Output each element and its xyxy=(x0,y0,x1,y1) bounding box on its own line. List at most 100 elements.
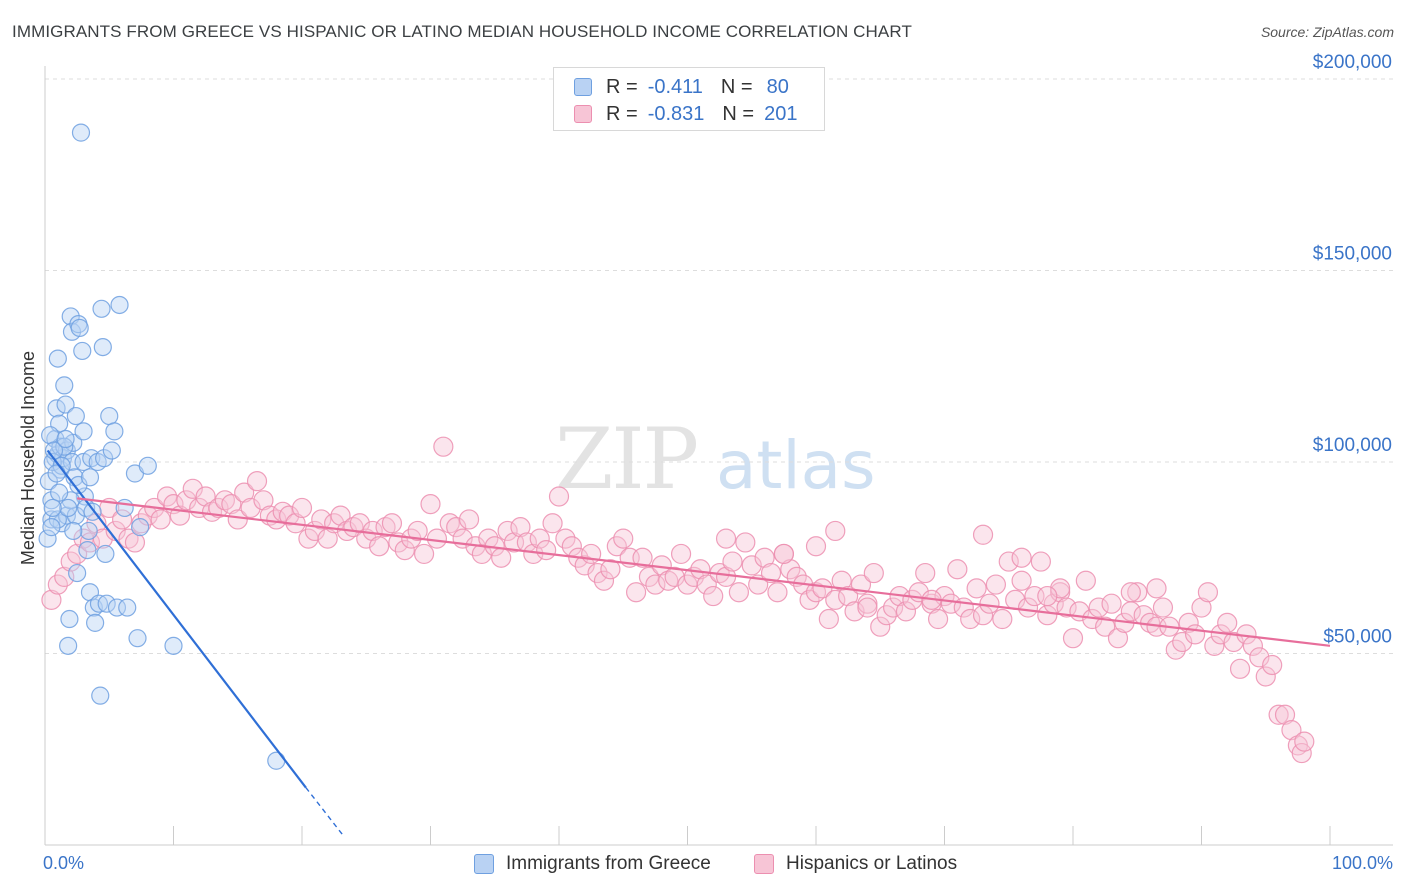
greece-point xyxy=(138,456,157,475)
hispanic-point xyxy=(407,520,428,542)
hispanic-point xyxy=(1197,582,1219,603)
series-hispanics-points xyxy=(41,436,1315,764)
greece-point xyxy=(56,395,75,414)
bottom-legend-swatch-hispanics xyxy=(754,854,774,874)
hispanic-point xyxy=(574,555,595,576)
hispanic-point xyxy=(433,436,454,457)
hispanic-point xyxy=(895,601,917,622)
legend-swatch-hispanics xyxy=(574,105,592,123)
hispanic-point xyxy=(182,478,203,499)
greece-point xyxy=(86,613,105,632)
x-tick-label: 0.0% xyxy=(43,853,84,873)
greece-point xyxy=(105,422,124,441)
hispanic-point xyxy=(1050,578,1071,599)
hispanic-point xyxy=(234,482,255,503)
hispanic-point xyxy=(760,562,782,584)
hispanic-point xyxy=(1152,597,1174,618)
hispanic-point xyxy=(118,528,139,549)
bottom-legend-greece: Immigrants from Greece xyxy=(474,852,711,876)
hispanic-point xyxy=(1056,597,1077,618)
hispanic-point xyxy=(947,559,968,580)
greece-point xyxy=(100,406,119,426)
greece-point xyxy=(118,598,137,617)
hispanic-point xyxy=(253,490,274,511)
bottom-legend-label-hispanics: Hispanics or Latinos xyxy=(786,853,958,874)
hispanic-point xyxy=(111,509,133,530)
hispanic-point xyxy=(446,517,467,538)
hispanic-point xyxy=(915,562,936,584)
greece-point xyxy=(128,629,147,648)
hispanic-point xyxy=(728,582,750,603)
greece-point xyxy=(71,123,91,142)
hispanic-point xyxy=(529,528,550,549)
hispanic-point xyxy=(960,608,981,630)
hispanic-point xyxy=(1217,612,1238,633)
bottom-legend-swatch-greece xyxy=(474,854,494,874)
y-tick-label: $50,000 xyxy=(1323,627,1392,648)
hispanic-point xyxy=(1011,570,1032,591)
hispanic-point xyxy=(715,528,737,549)
hispanic-point xyxy=(420,494,441,515)
hispanic-point xyxy=(1249,647,1270,668)
hispanic-point xyxy=(381,513,403,534)
hispanic-point xyxy=(645,574,666,595)
greece-point xyxy=(96,544,115,564)
hispanic-point xyxy=(1146,578,1167,599)
hispanic-point xyxy=(812,578,833,599)
greece-point xyxy=(39,472,58,491)
greece-point xyxy=(42,518,61,537)
hispanic-point xyxy=(838,585,859,607)
greece-point xyxy=(42,491,61,510)
legend-n-value: 80 xyxy=(766,75,789,98)
greece-point xyxy=(74,422,93,441)
hispanic-point xyxy=(1017,597,1039,618)
hispanic-point xyxy=(1229,658,1251,679)
hispanic-point xyxy=(690,559,711,580)
hispanic-point xyxy=(818,608,839,630)
hispanic-point xyxy=(696,574,717,595)
greece-point xyxy=(110,295,129,315)
greece-point xyxy=(70,318,89,338)
hispanic-point xyxy=(805,536,827,557)
greece-point xyxy=(115,498,134,518)
hispanic-point xyxy=(1274,704,1296,725)
hispanic-point xyxy=(966,578,987,599)
stats-legend: R = -0.411 N = 80 R = -0.831 N = 201 xyxy=(553,67,825,131)
series-greece-points xyxy=(38,123,286,770)
hispanic-point xyxy=(1107,628,1129,649)
hispanic-point xyxy=(658,570,679,591)
hispanic-point xyxy=(1172,631,1193,653)
hispanic-point xyxy=(1030,551,1051,572)
hispanic-point xyxy=(536,539,557,561)
greece-point xyxy=(68,563,87,583)
legend-r-value: -0.831 xyxy=(647,102,705,125)
hispanic-point xyxy=(1120,582,1141,603)
y-tick-label: $200,000 xyxy=(1313,52,1392,73)
legend-swatch-greece xyxy=(574,78,592,96)
greece-point xyxy=(89,594,109,613)
greece-trend-extension xyxy=(305,787,344,836)
legend-row-greece: R = -0.411 N = 80 xyxy=(574,75,789,99)
hispanic-point xyxy=(979,593,1000,614)
hispanic-point xyxy=(41,589,62,610)
greece-point xyxy=(92,299,111,318)
hispanic-point xyxy=(831,570,852,591)
hispanic-point xyxy=(600,559,621,580)
hispanic-point xyxy=(1127,582,1148,603)
hispanic-point xyxy=(413,543,435,565)
hispanic-point xyxy=(1011,547,1032,568)
hispanic-point xyxy=(754,547,775,568)
hispanic-point xyxy=(1191,597,1212,618)
hispanic-point xyxy=(349,513,370,534)
greece-point xyxy=(38,529,57,548)
trend-lines xyxy=(46,449,1331,836)
hispanic-point xyxy=(317,528,338,549)
hispanic-point xyxy=(272,501,293,522)
hispanic-point xyxy=(542,513,563,534)
hispanic-point xyxy=(369,536,390,557)
greece-point xyxy=(91,686,110,705)
hispanic-point xyxy=(825,589,846,610)
hispanic-point xyxy=(870,616,891,637)
greece-point xyxy=(66,406,85,426)
